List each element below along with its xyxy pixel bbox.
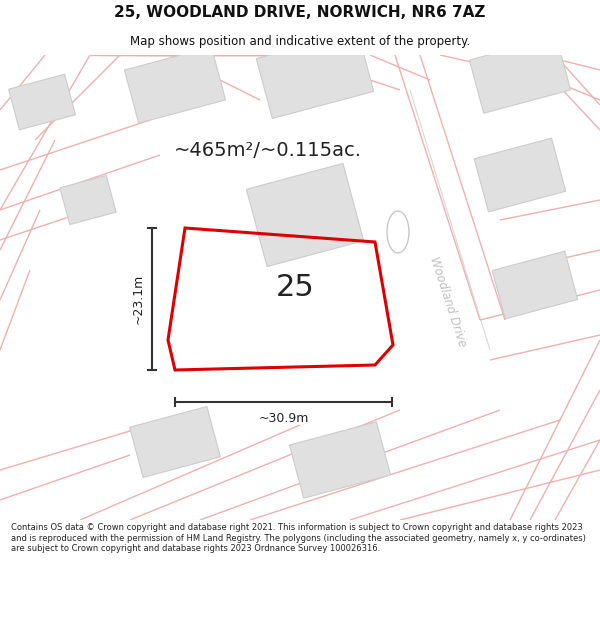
- Text: ~30.9m: ~30.9m: [259, 411, 308, 424]
- Polygon shape: [8, 74, 76, 130]
- Text: ~465m²/~0.115ac.: ~465m²/~0.115ac.: [174, 141, 362, 159]
- Text: 25, WOODLAND DRIVE, NORWICH, NR6 7AZ: 25, WOODLAND DRIVE, NORWICH, NR6 7AZ: [115, 4, 485, 19]
- Polygon shape: [474, 138, 566, 212]
- Polygon shape: [60, 176, 116, 224]
- Text: Contains OS data © Crown copyright and database right 2021. This information is : Contains OS data © Crown copyright and d…: [11, 523, 586, 553]
- Text: ~23.1m: ~23.1m: [131, 274, 145, 324]
- Text: Map shows position and indicative extent of the property.: Map shows position and indicative extent…: [130, 35, 470, 48]
- Text: 25: 25: [275, 274, 314, 302]
- Polygon shape: [247, 163, 364, 267]
- Polygon shape: [289, 422, 391, 498]
- Polygon shape: [493, 251, 578, 319]
- Polygon shape: [469, 37, 571, 113]
- Text: Woodland Drive: Woodland Drive: [427, 255, 469, 349]
- Polygon shape: [256, 31, 374, 119]
- Polygon shape: [130, 406, 220, 478]
- Polygon shape: [124, 47, 226, 123]
